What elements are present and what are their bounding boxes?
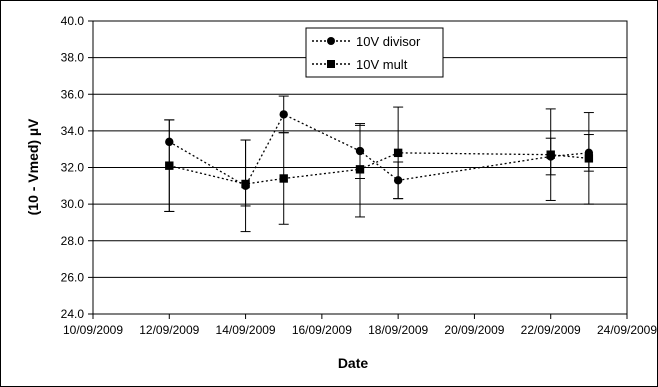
data-point-square [585,154,593,162]
legend-marker-square [327,60,335,68]
legend: 10V divisor 10V mult [306,28,443,77]
x-tick-label: 14/09/2009 [216,323,276,337]
x-tick-label: 12/09/2009 [139,323,199,337]
y-tick-label: 40.0 [61,14,85,28]
legend-label-divisor: 10V divisor [356,34,421,49]
data-point-square [165,161,173,169]
data-point-square [356,165,364,173]
y-tick-label: 34.0 [61,124,85,138]
y-tick-label: 32.0 [61,161,85,175]
y-tick-label: 24.0 [61,307,85,321]
y-tick-label: 36.0 [61,87,85,101]
y-tick-label: 38.0 [61,51,85,65]
y-tick-label: 28.0 [61,234,85,248]
y-axis-title: (10 - Vmed) µV [25,118,41,215]
x-axis-title: Date [338,355,369,371]
data-point-square [241,180,249,188]
legend-marker-circle [327,37,335,45]
data-point-circle [280,110,288,118]
x-tick-label: 10/09/2009 [63,323,123,337]
x-tick-label: 18/09/2009 [368,323,428,337]
y-tick-label: 30.0 [61,197,85,211]
x-tick-label: 22/09/2009 [521,323,581,337]
x-tick-label: 16/09/2009 [292,323,352,337]
x-tick-label: 24/09/2009 [597,323,657,337]
data-point-square [280,174,288,182]
data-point-square [547,150,555,158]
data-point-square [394,149,402,157]
y-tick-label: 26.0 [61,270,85,284]
x-tick-label: 20/09/2009 [444,323,504,337]
legend-label-mult: 10V mult [356,57,408,72]
